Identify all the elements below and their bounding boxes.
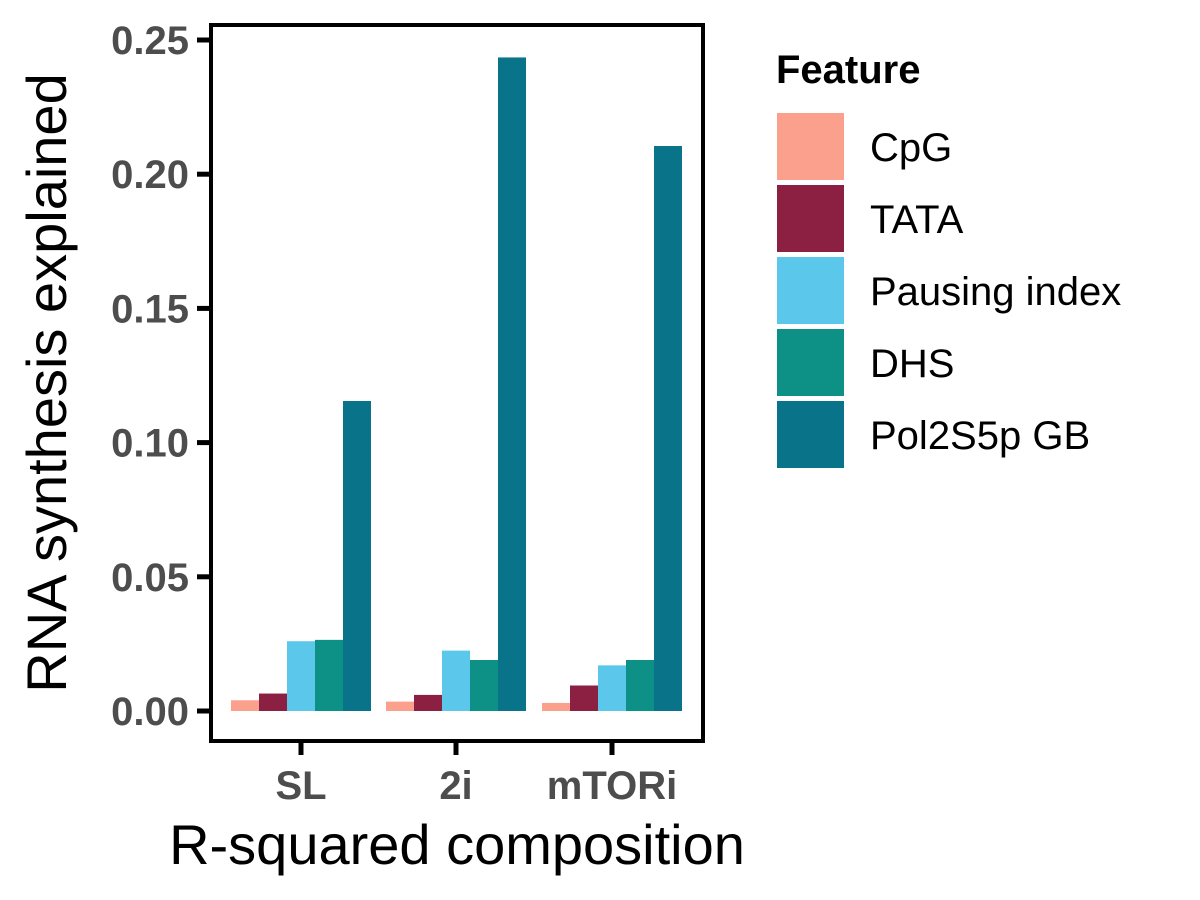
- legend-title: Feature: [776, 48, 921, 92]
- y-tick-label: 0.25: [111, 19, 189, 63]
- x-tick-label: mTORi: [547, 764, 677, 808]
- y-tick-label: 0.05: [111, 556, 189, 600]
- bar-mtori-pausing-index: [598, 665, 626, 711]
- legend-label: Pol2S5p GB: [870, 414, 1090, 458]
- x-tick-label: SL: [275, 764, 326, 808]
- bar-sl-dhs: [315, 639, 343, 711]
- x-axis: SL 2i mTORi: [275, 741, 677, 808]
- legend-key-tata: [777, 185, 844, 252]
- bar-2i-pol2s5p-gb: [498, 57, 526, 711]
- bars-layer: [231, 57, 682, 711]
- bar-mtori-dhs: [626, 660, 654, 711]
- legend-key-pausing-index: [777, 257, 844, 324]
- legend-label: TATA: [870, 198, 964, 242]
- bar-2i-cpg: [386, 701, 414, 711]
- legend-label: Pausing index: [870, 270, 1121, 314]
- y-axis: 0.00 0.05 0.10 0.15 0.20 0.25: [111, 19, 211, 734]
- y-tick-label: 0.20: [111, 153, 189, 197]
- x-axis-title: R-squared composition: [169, 813, 745, 876]
- legend-key-cpg: [777, 113, 844, 180]
- y-axis-title: RNA synthesis explained: [15, 73, 78, 692]
- bar-2i-tata: [414, 694, 442, 711]
- plot-panel-border: [209, 23, 705, 743]
- bar-mtori-tata: [570, 685, 598, 711]
- bar-sl-tata: [259, 693, 287, 711]
- legend-key-pol2s5p-gb: [777, 401, 844, 468]
- bar-2i-dhs: [470, 660, 498, 711]
- legend-key-dhs: [777, 329, 844, 396]
- legend-label: CpG: [870, 126, 952, 170]
- y-tick-label: 0.15: [111, 287, 189, 331]
- y-tick-label: 0.00: [111, 690, 189, 734]
- y-tick-label: 0.10: [111, 422, 189, 466]
- bar-sl-pausing-index: [287, 641, 315, 711]
- bar-sl-pol2s5p-gb: [343, 401, 371, 711]
- bar-mtori-pol2s5p-gb: [654, 146, 682, 711]
- legend-label: DHS: [870, 342, 954, 386]
- legend: CpG TATA Pausing index DHS Pol2S5p GB: [777, 113, 1121, 468]
- bar-sl-cpg: [231, 700, 259, 711]
- x-tick-label: 2i: [439, 764, 472, 808]
- bar-mtori-cpg: [542, 702, 570, 711]
- bar-2i-pausing-index: [442, 650, 470, 711]
